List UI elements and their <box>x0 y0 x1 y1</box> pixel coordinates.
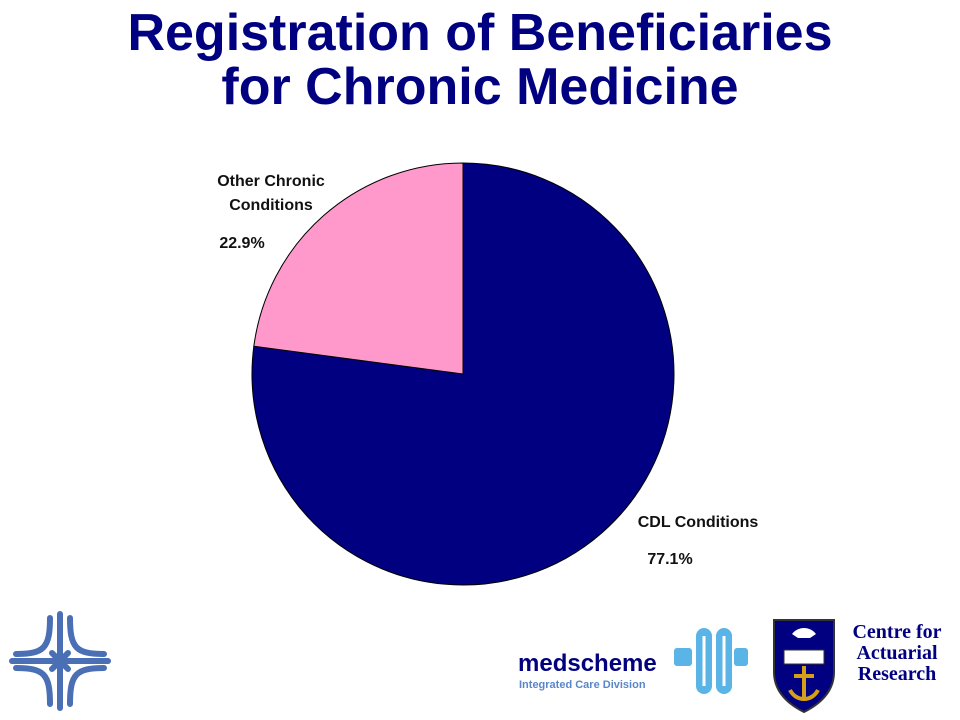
title-line-1: Registration of Beneficiaries <box>127 4 833 62</box>
slice-value-label-1: 22.9% <box>219 235 264 252</box>
medscheme-wordmark: medscheme <box>518 650 657 677</box>
car-line-2: Actuarial <box>856 642 938 664</box>
university-crest-icon <box>773 619 835 714</box>
slice-label-0: CDL Conditions <box>638 514 759 531</box>
slice-label-1: Other Chronic Conditions <box>217 173 325 214</box>
car-line-3: Research <box>857 663 937 685</box>
slice-value-label-0: 77.1% <box>647 551 692 568</box>
car-wordmark: Centre for Actuarial Research <box>838 622 956 685</box>
pie-slice-1 <box>253 162 464 375</box>
cross-logo-icon <box>9 611 111 711</box>
car-line-1: Centre for <box>852 621 942 643</box>
medscheme-symbol-icon <box>674 628 748 694</box>
title-line-2: for Chronic Medicine <box>221 58 739 116</box>
medscheme-subtitle: Integrated Care Division <box>519 679 646 691</box>
page-title: Registration of Beneficiaries for Chroni… <box>0 6 960 114</box>
